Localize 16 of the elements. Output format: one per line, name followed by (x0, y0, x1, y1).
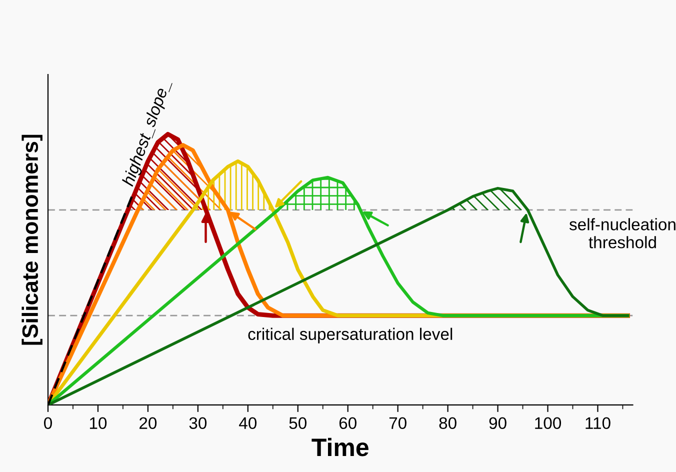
x-tick-label: 50 (289, 417, 307, 430)
ref-line-label: critical supersaturation level (248, 328, 452, 344)
x-tick-label: 0 (44, 417, 52, 430)
ref-line-label: self-nucleation threshold (569, 218, 676, 248)
x-tick-label: 110 (586, 417, 610, 430)
x-axis-title: Time (312, 438, 368, 456)
x-tick-label: 90 (489, 417, 506, 430)
x-tick-label: 70 (389, 417, 406, 430)
x-tick-label: 100 (535, 417, 562, 430)
x-tick-label: 10 (90, 417, 107, 430)
y-axis-title: [Silicate monomers] (22, 134, 42, 345)
x-tick-label: 40 (239, 417, 257, 430)
x-tick-label: 20 (140, 417, 157, 430)
x-tick-label: 30 (189, 417, 207, 430)
x-tick-label: 60 (339, 417, 356, 430)
x-tick-label: 80 (439, 417, 456, 430)
